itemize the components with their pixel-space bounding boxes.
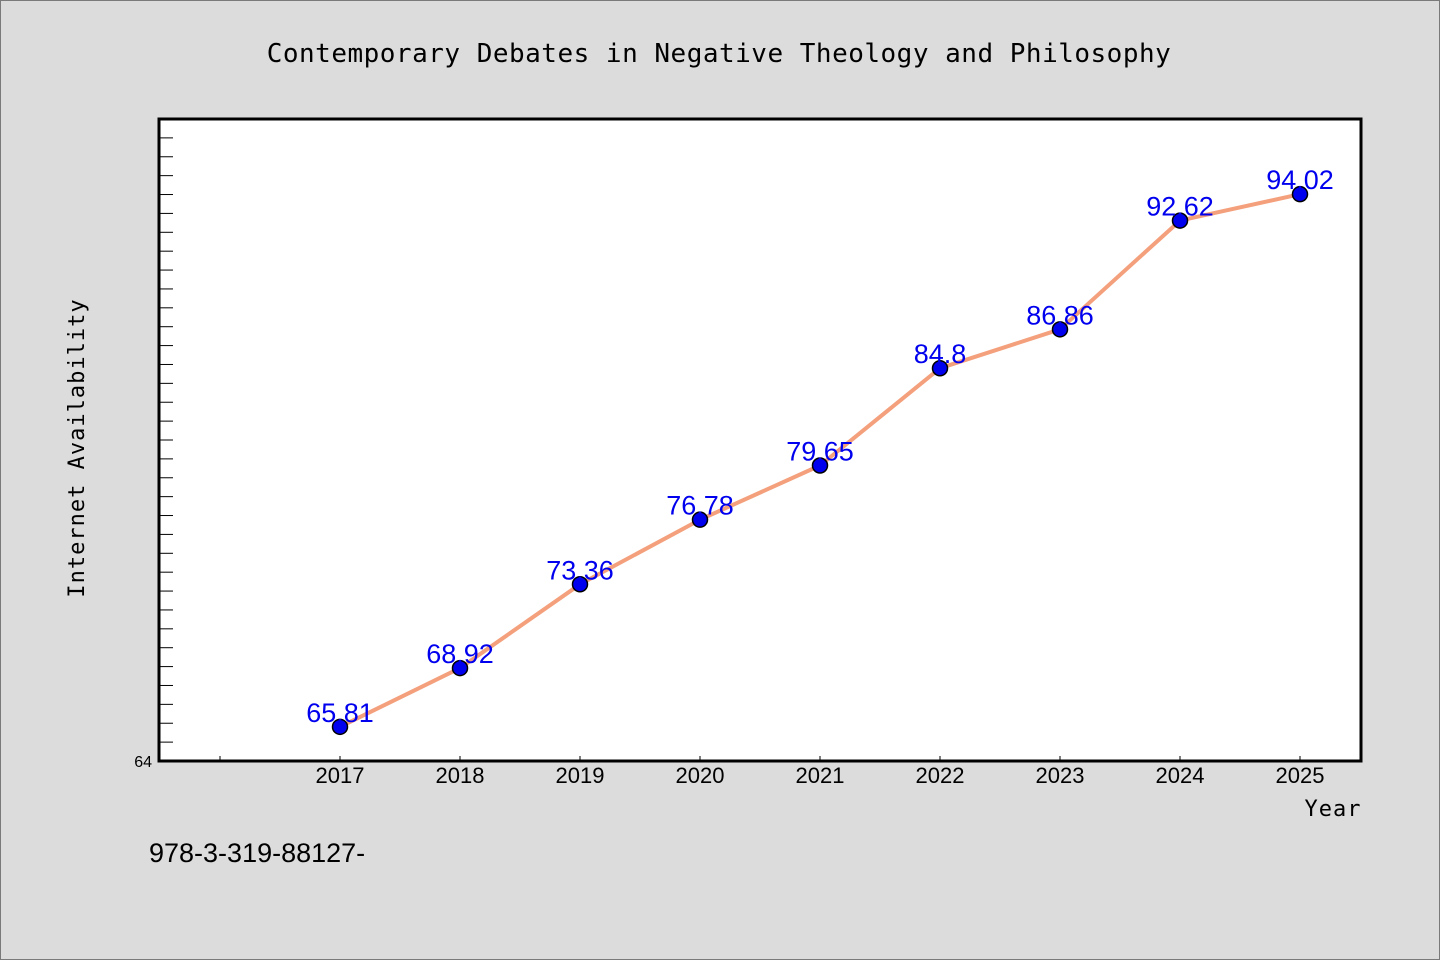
y-axis-ticks — [159, 137, 173, 762]
data-labels: 65.81 68.92 73.36 76.78 79.65 84.8 86.86 92.62 9… — [306, 165, 1334, 728]
data-label: 65.81 — [306, 698, 374, 728]
y-tick-label: 64 — [134, 754, 152, 771]
x-axis-ticks — [219, 756, 1301, 761]
data-point — [451, 659, 469, 677]
footer-text: 978-3-319-88127- — [149, 838, 365, 868]
x-tick-labels: 2017 2018 2019 2020 2021 2022 2023 2024 2025 — [316, 763, 1325, 788]
x-tick-label: 2018 — [436, 763, 485, 788]
data-point — [1171, 212, 1189, 229]
data-point — [571, 576, 589, 593]
x-tick-label: 2022 — [916, 763, 965, 788]
x-axis-label: Year — [1305, 797, 1362, 822]
data-label: 73.36 — [546, 555, 614, 585]
data-point — [931, 359, 949, 377]
data-label: 76.78 — [666, 491, 734, 521]
data-point — [1291, 185, 1309, 203]
y-axis-label: Internet Availability — [65, 298, 90, 597]
x-tick-label: 2021 — [796, 763, 845, 788]
data-label: 79.65 — [786, 436, 854, 466]
x-tick-label: 2020 — [676, 763, 725, 788]
chart-title: Contemporary Debates in Negative Theolog… — [267, 39, 1172, 69]
x-tick-label: 2024 — [1156, 763, 1205, 788]
x-tick-label: 2023 — [1036, 763, 1085, 788]
data-point — [331, 718, 349, 736]
series-markers — [331, 185, 1309, 736]
data-label: 86.86 — [1026, 300, 1094, 330]
x-tick-label: 2019 — [556, 763, 605, 788]
data-label: 92.62 — [1146, 192, 1214, 222]
data-point — [811, 457, 829, 474]
data-label: 68.92 — [426, 639, 494, 669]
data-point — [691, 511, 709, 528]
data-point — [1051, 321, 1069, 338]
x-tick-label: 2025 — [1276, 763, 1325, 788]
x-tick-label: 2017 — [316, 763, 365, 788]
data-label: 84.8 — [914, 339, 967, 369]
plot-area — [157, 117, 1363, 763]
data-label: 94.02 — [1266, 165, 1334, 195]
